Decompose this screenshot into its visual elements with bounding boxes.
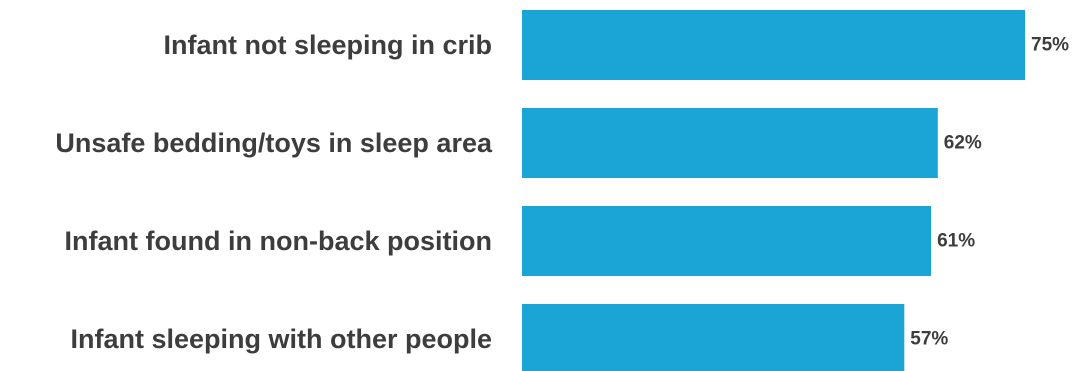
bar-1	[522, 108, 938, 178]
category-label-0: Infant not sleeping in crib	[163, 30, 492, 60]
bar-0	[522, 10, 1025, 80]
category-labels-group: Infant not sleeping in crib Unsafe beddin…	[55, 30, 493, 354]
category-label-2: Infant found in non-back position	[65, 226, 492, 256]
category-label-3: Infant sleeping with other people	[70, 324, 492, 354]
value-labels-group: 75% 62% 61% 57%	[910, 35, 1069, 350]
value-label-3: 57%	[910, 329, 948, 350]
bars-group	[522, 10, 1025, 371]
bar-2	[522, 206, 932, 276]
category-label-1: Unsafe bedding/toys in sleep area	[55, 128, 493, 158]
bar-3	[522, 304, 905, 371]
value-label-2: 61%	[937, 231, 975, 252]
value-label-0: 75%	[1031, 35, 1069, 56]
value-label-1: 62%	[944, 133, 982, 154]
